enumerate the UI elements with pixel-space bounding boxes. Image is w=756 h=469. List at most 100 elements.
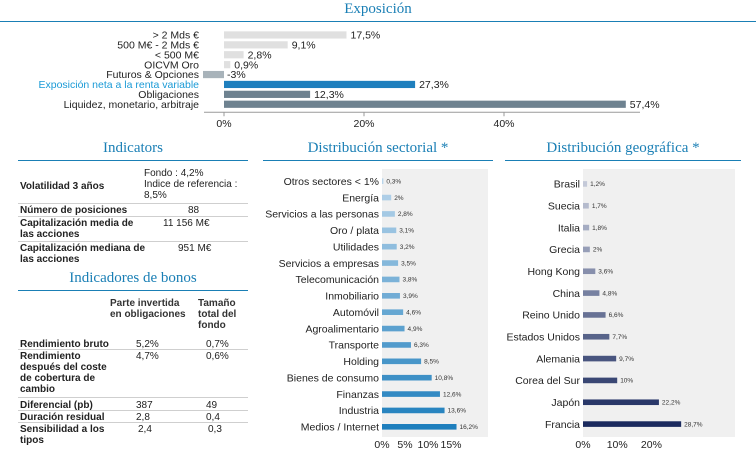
exposicion-value-label: 2,8%	[248, 49, 272, 61]
sectorial-tick-label: 10%	[417, 439, 438, 451]
geografica-category-label: Reino Unido	[522, 310, 580, 322]
indicador-label: Capitalización mediana de las acciones	[20, 243, 146, 265]
geografica-category-label: Estados Unidos	[506, 332, 580, 344]
bonos-row-v1: 387	[136, 400, 153, 411]
geografica-category-label: Suecia	[548, 201, 580, 213]
geografica-value-label: 6,6%	[609, 312, 624, 319]
geografica-title-rule	[505, 160, 741, 161]
exposicion-bar	[224, 90, 311, 98]
indicador-label: Capitalización media de las acciones	[20, 218, 134, 240]
sectorial-value-label: 8,5%	[424, 359, 439, 366]
geografica-bar	[583, 312, 606, 318]
sectorial-category-label: Transporte	[329, 340, 380, 352]
geografica-chart: Brasil 1,2% Suecia 1,7% Italia 1,8% Grecia 2% Ho…	[506, 169, 735, 451]
sectorial-category-label: Bienes de consumo	[287, 372, 379, 384]
geografica-bar	[583, 246, 590, 253]
geografica-plot-background	[583, 169, 735, 437]
bonos-col2-header: Tamaño total del fondo	[198, 298, 237, 331]
sectorial-value-label: 0,3%	[386, 178, 401, 185]
bonos-row-label: Rendimiento después del coste de cobertu…	[20, 351, 107, 395]
bonos-row-label: Duración residual	[20, 412, 105, 423]
geografica-category-label: Italia	[558, 222, 580, 234]
exposicion-value-label: 17,5%	[351, 30, 381, 42]
exposicion-category-label: Futuros & Opciones	[106, 69, 199, 81]
exposicion-title-rule	[0, 21, 756, 22]
bonos-row: Diferencial (pb) 387 49	[18, 399, 248, 411]
sectorial-bar	[382, 260, 399, 266]
exposicion-title: Exposición	[344, 1, 412, 17]
sectorial-chart: Otros sectores < 1% 0,3% Energía 2% Servicio…	[265, 169, 488, 451]
geografica-bar	[583, 399, 659, 406]
bonos-title: Indicadores de bonos	[69, 270, 197, 286]
sectorial-category-label: Agroalimentario	[305, 323, 379, 335]
geografica-value-label: 9,7%	[619, 356, 634, 363]
indicador-label: Número de posiciones	[20, 205, 128, 216]
geografica-category-label: Grecia	[549, 244, 580, 256]
indicador-value: Fondo : 4,2%	[144, 168, 204, 179]
geografica-category-label: China	[553, 288, 581, 300]
geografica-value-label: 28,7%	[684, 421, 703, 428]
exposicion-value-label: -3%	[227, 69, 246, 81]
sectorial-title-rule	[263, 160, 493, 161]
sectorial-bar	[382, 293, 400, 299]
indicadores-title-rule	[18, 160, 248, 161]
bonos-row: Rendimiento bruto 5,2% 0,7%	[18, 338, 248, 350]
indicadores-row: Volatilidad 3 años Fondo : 4,2% Indice d…	[18, 166, 248, 204]
sectorial-value-label: 4,9%	[408, 326, 423, 333]
geografica-bar	[583, 421, 682, 427]
exposicion-value-label: 27,3%	[419, 79, 449, 91]
sectorial-bar	[382, 178, 384, 184]
bonos-row-v2: 0,3	[208, 424, 222, 435]
sectorial-value-label: 4,6%	[406, 309, 421, 316]
bonos-row-v2: 0,7%	[206, 339, 229, 350]
sectorial-category-label: Energía	[342, 192, 379, 204]
sectorial-value-label: 3,9%	[403, 293, 418, 300]
indicador-value: 11 156 M€	[163, 218, 210, 229]
sectorial-bar	[382, 211, 395, 217]
geografica-tick-label: 0%	[575, 439, 590, 451]
geografica-value-label: 10%	[620, 378, 633, 385]
sectorial-bar	[382, 243, 397, 250]
geografica-bar	[583, 290, 600, 296]
sectorial-bar	[382, 407, 445, 414]
sectorial-category-label: Inmobiliario	[325, 291, 379, 303]
geografica-bar	[583, 377, 618, 384]
sectorial-value-label: 3,2%	[400, 244, 415, 251]
sectorial-bar	[382, 358, 422, 365]
geografica-bar	[583, 268, 596, 275]
indicador-value: 88	[188, 205, 200, 216]
sectorial-category-label: Otros sectores < 1%	[284, 176, 379, 188]
indicadores-row: Capitalización media de las acciones 11 …	[18, 217, 248, 242]
indicadores-row: Capitalización mediana de las acciones 9…	[18, 242, 248, 266]
geografica-tick-label: 20%	[641, 439, 662, 451]
sectorial-bar	[382, 342, 411, 348]
exposicion-category-label: 500 M€ - 2 Mds €	[117, 39, 199, 51]
sectorial-bar	[382, 194, 392, 201]
geografica-value-label: 1,8%	[592, 225, 607, 232]
sectorial-value-label: 2,8%	[398, 211, 413, 218]
geografica-bar	[583, 333, 610, 340]
bonos-col1-header: Parte invertida en obligaciones	[110, 298, 186, 320]
sectorial-tick-label: 15%	[440, 439, 461, 451]
sectorial-category-label: Oro / plata	[330, 225, 379, 237]
bonos-row-label: Rendimiento bruto	[20, 339, 109, 350]
bonos-table: Parte invertida en obligaciones Tamaño t…	[18, 296, 248, 466]
bonos-row-v2: 49	[206, 400, 218, 411]
sectorial-bar	[382, 424, 457, 430]
bonos-row-v1: 4,7%	[136, 351, 159, 362]
geografica-category-label: Corea del Sur	[515, 375, 580, 387]
sectorial-bar	[382, 309, 404, 315]
sectorial-category-label: Servicios a empresas	[279, 258, 379, 270]
bonos-row-v1: 5,2%	[136, 339, 159, 350]
geografica-tick-label: 10%	[607, 439, 628, 451]
sectorial-category-label: Medios / Internet	[301, 422, 379, 434]
sectorial-value-label: 13,6%	[448, 408, 467, 415]
bonos-row-v1: 2,4	[138, 424, 152, 435]
exposicion-category-label: Liquidez, monetario, arbitraje	[64, 99, 200, 111]
sectorial-category-label: Finanzas	[336, 389, 379, 401]
bonos-title-rule	[18, 290, 248, 291]
bonos-row-label: Sensibilidad a los tipos	[20, 424, 105, 446]
sectorial-bar	[382, 374, 432, 381]
exposicion-category-label: Exposición neta a la renta variable	[38, 79, 199, 91]
geografica-category-label: Alemania	[536, 353, 580, 365]
